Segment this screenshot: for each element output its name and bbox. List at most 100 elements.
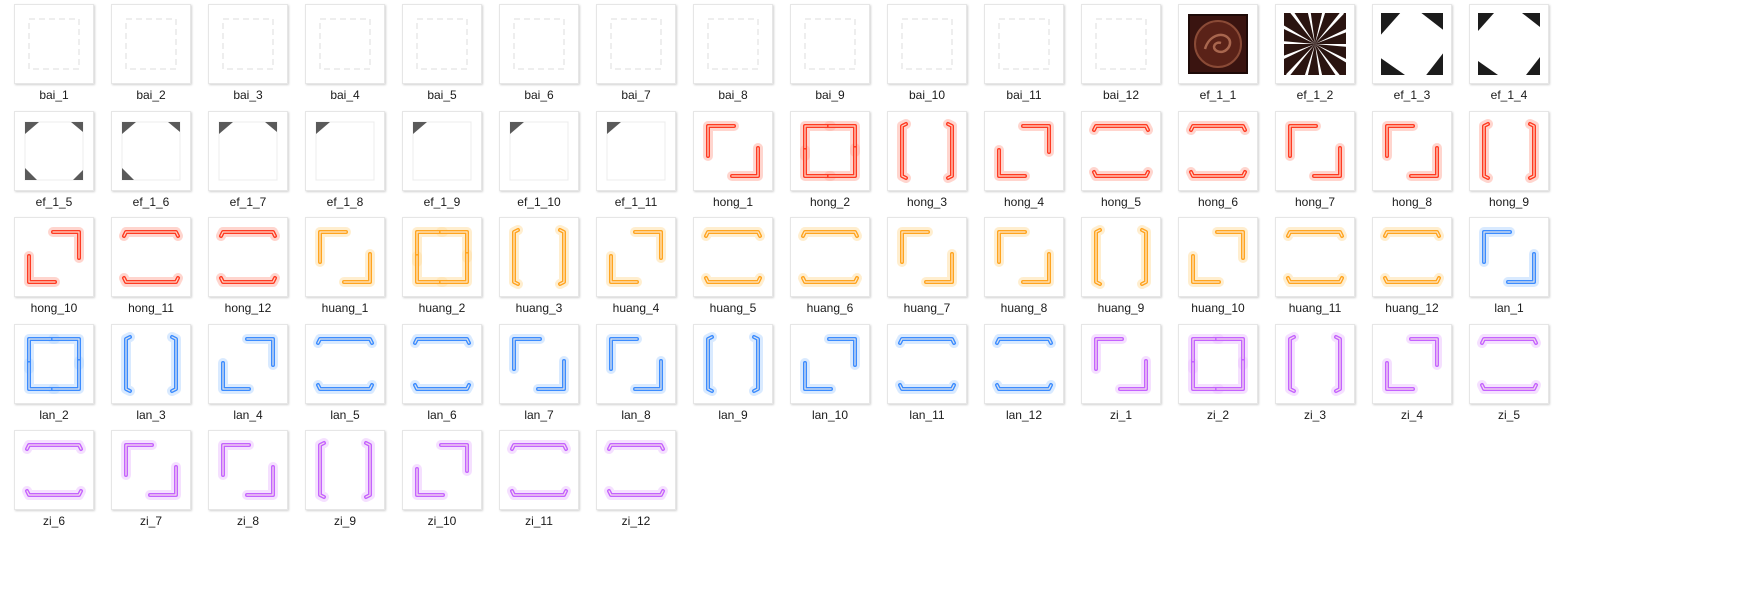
file-item-huang-3[interactable]: huang_3 [492, 213, 588, 331]
file-thumbnail[interactable] [887, 217, 967, 297]
file-thumbnail[interactable] [1081, 323, 1161, 404]
file-item-huang-1[interactable]: huang_1 [298, 213, 394, 331]
file-item-lan-2[interactable]: lan_2 [7, 320, 103, 438]
file-item-ef-1-1[interactable]: ef_1_1 [1171, 0, 1267, 118]
file-thumbnail[interactable] [111, 430, 191, 510]
file-item-ef-1-8[interactable]: ef_1_8 [298, 107, 394, 225]
file-thumbnail[interactable] [1178, 217, 1258, 297]
file-item-zi-5[interactable]: zi_5 [1462, 320, 1558, 438]
file-thumbnail[interactable] [14, 4, 94, 84]
file-thumbnail[interactable] [887, 323, 967, 404]
file-thumbnail[interactable] [402, 110, 482, 191]
file-item-lan-12[interactable]: lan_12 [977, 320, 1073, 438]
file-thumbnail[interactable] [305, 430, 385, 510]
file-item-lan-11[interactable]: lan_11 [880, 320, 976, 438]
file-item-lan-5[interactable]: lan_5 [298, 320, 394, 438]
file-item-lan-8[interactable]: lan_8 [589, 320, 685, 438]
file-thumbnail[interactable] [790, 217, 870, 297]
file-item-bai-7[interactable]: bai_7 [589, 0, 685, 118]
file-item-bai-12[interactable]: bai_12 [1074, 0, 1170, 118]
file-item-bai-9[interactable]: bai_9 [783, 0, 879, 118]
file-thumbnail[interactable] [693, 323, 773, 404]
file-thumbnail[interactable] [693, 4, 773, 84]
file-thumbnail[interactable] [208, 323, 288, 404]
file-item-bai-6[interactable]: bai_6 [492, 0, 588, 118]
file-item-hong-10[interactable]: hong_10 [7, 213, 103, 331]
file-item-huang-4[interactable]: huang_4 [589, 213, 685, 331]
file-item-zi-6[interactable]: zi_6 [7, 426, 103, 544]
file-thumbnail[interactable] [596, 217, 676, 297]
file-thumbnail[interactable] [887, 110, 967, 191]
file-item-bai-2[interactable]: bai_2 [104, 0, 200, 118]
file-thumbnail[interactable] [208, 217, 288, 297]
file-thumbnail[interactable] [887, 4, 967, 84]
file-item-ef-1-2[interactable]: ef_1_2 [1268, 0, 1364, 118]
file-item-ef-1-7[interactable]: ef_1_7 [201, 107, 297, 225]
file-item-hong-6[interactable]: hong_6 [1171, 107, 1267, 225]
file-thumbnail[interactable] [984, 217, 1064, 297]
file-thumbnail[interactable] [1372, 323, 1452, 404]
file-item-hong-7[interactable]: hong_7 [1268, 107, 1364, 225]
file-thumbnail[interactable] [111, 323, 191, 404]
file-item-hong-5[interactable]: hong_5 [1074, 107, 1170, 225]
file-thumbnail[interactable] [208, 110, 288, 191]
file-item-hong-9[interactable]: hong_9 [1462, 107, 1558, 225]
file-item-bai-5[interactable]: bai_5 [395, 0, 491, 118]
file-item-hong-4[interactable]: hong_4 [977, 107, 1073, 225]
file-thumbnail[interactable] [1275, 323, 1355, 404]
file-item-zi-1[interactable]: zi_1 [1074, 320, 1170, 438]
file-item-hong-3[interactable]: hong_3 [880, 107, 976, 225]
file-item-bai-1[interactable]: bai_1 [7, 0, 103, 118]
file-item-lan-7[interactable]: lan_7 [492, 320, 588, 438]
file-thumbnail[interactable] [1469, 4, 1549, 84]
file-thumbnail[interactable] [402, 217, 482, 297]
file-thumbnail[interactable] [305, 4, 385, 84]
file-thumbnail[interactable] [1178, 110, 1258, 191]
file-thumbnail[interactable] [1081, 110, 1161, 191]
file-item-zi-2[interactable]: zi_2 [1171, 320, 1267, 438]
file-item-zi-4[interactable]: zi_4 [1365, 320, 1461, 438]
file-thumbnail[interactable] [1469, 217, 1549, 297]
file-thumbnail[interactable] [790, 323, 870, 404]
file-thumbnail[interactable] [596, 323, 676, 404]
file-item-ef-1-10[interactable]: ef_1_10 [492, 107, 588, 225]
file-item-ef-1-3[interactable]: ef_1_3 [1365, 0, 1461, 118]
file-thumbnail[interactable] [208, 430, 288, 510]
file-item-ef-1-9[interactable]: ef_1_9 [395, 107, 491, 225]
file-thumbnail[interactable] [111, 110, 191, 191]
file-thumbnail[interactable] [402, 430, 482, 510]
file-thumbnail[interactable] [984, 4, 1064, 84]
file-item-huang-10[interactable]: huang_10 [1171, 213, 1267, 331]
file-item-ef-1-4[interactable]: ef_1_4 [1462, 0, 1558, 118]
file-item-bai-10[interactable]: bai_10 [880, 0, 976, 118]
file-item-hong-2[interactable]: hong_2 [783, 107, 879, 225]
file-item-hong-1[interactable]: hong_1 [686, 107, 782, 225]
file-thumbnail[interactable] [1081, 217, 1161, 297]
file-thumbnail[interactable] [111, 4, 191, 84]
file-thumbnail[interactable] [693, 217, 773, 297]
file-item-bai-8[interactable]: bai_8 [686, 0, 782, 118]
file-thumbnail[interactable] [790, 4, 870, 84]
file-thumbnail[interactable] [499, 323, 579, 404]
file-item-bai-3[interactable]: bai_3 [201, 0, 297, 118]
file-item-lan-10[interactable]: lan_10 [783, 320, 879, 438]
file-item-bai-4[interactable]: bai_4 [298, 0, 394, 118]
file-thumbnail[interactable] [1081, 4, 1161, 84]
file-thumbnail[interactable] [499, 4, 579, 84]
file-item-lan-9[interactable]: lan_9 [686, 320, 782, 438]
file-item-huang-5[interactable]: huang_5 [686, 213, 782, 331]
file-thumbnail[interactable] [14, 217, 94, 297]
file-thumbnail[interactable] [693, 110, 773, 191]
file-thumbnail[interactable] [596, 430, 676, 510]
file-thumbnail[interactable] [14, 430, 94, 510]
file-thumbnail[interactable] [305, 110, 385, 191]
file-item-hong-8[interactable]: hong_8 [1365, 107, 1461, 225]
file-item-huang-9[interactable]: huang_9 [1074, 213, 1170, 331]
file-item-lan-1[interactable]: lan_1 [1462, 213, 1558, 331]
file-thumbnail[interactable] [1178, 4, 1258, 84]
file-item-zi-3[interactable]: zi_3 [1268, 320, 1364, 438]
file-item-zi-9[interactable]: zi_9 [298, 426, 394, 544]
file-item-ef-1-11[interactable]: ef_1_11 [589, 107, 685, 225]
file-thumbnail[interactable] [1372, 110, 1452, 191]
file-item-lan-6[interactable]: lan_6 [395, 320, 491, 438]
